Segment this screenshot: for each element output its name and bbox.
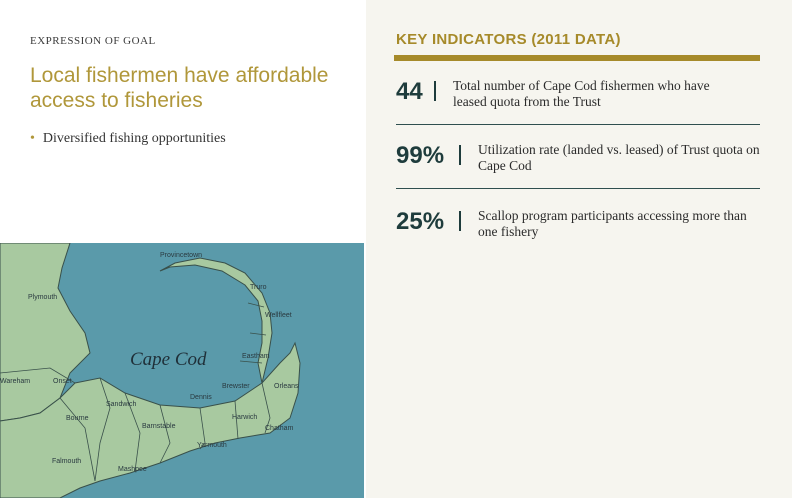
goal-bullet-text: Diversified fishing opportunities <box>42 131 226 146</box>
town-label: Yarmouth <box>197 442 227 449</box>
town-label: Plymouth <box>28 294 57 301</box>
town-label: Orleans <box>274 383 299 390</box>
town-label: Wellfleet <box>265 312 292 319</box>
indicator-divider <box>396 124 760 125</box>
town-label: Bourne <box>66 415 89 422</box>
indicator-row: 25% Scallop program participants accessi… <box>396 208 760 258</box>
indicator-text: Total number of Cape Cod fishermen who h… <box>453 78 710 109</box>
indicator-divider <box>396 188 760 189</box>
indicator-value: 25% <box>396 208 445 235</box>
town-label: Falmouth <box>52 458 81 465</box>
indicator-separator <box>459 145 461 165</box>
indicator-row: 44 Total number of Cape Cod fishermen wh… <box>396 78 760 128</box>
indicator-separator <box>459 211 461 231</box>
town-label: Eastham <box>242 353 270 360</box>
indicator-value: 44 <box>396 78 423 105</box>
indicator-row: 99% Utilization rate (landed vs. leased)… <box>396 142 760 192</box>
goal-bullet: • Diversified fishing opportunities <box>30 131 226 147</box>
map-region-label: Cape Cod <box>130 349 207 370</box>
town-label: Dennis <box>190 394 212 401</box>
indicator-separator <box>434 81 436 101</box>
indicator-value: 99% <box>396 142 445 169</box>
goal-eyebrow: EXPRESSION OF GOAL <box>30 35 156 47</box>
town-label: Wareham <box>0 378 30 385</box>
town-label: Chatham <box>265 425 294 432</box>
town-label: Harwich <box>232 414 257 421</box>
indicators-header-bar <box>394 55 760 61</box>
town-label: Barnstable <box>142 423 176 430</box>
town-label: Brewster <box>222 383 250 390</box>
panel-divider <box>364 0 366 498</box>
bullet-dot-icon: • <box>30 131 35 146</box>
cape-cod-map: Cape Cod Provincetown Truro Wellfleet Ea… <box>0 243 364 498</box>
town-label: Truro <box>250 284 267 291</box>
town-label: Sandwich <box>106 401 136 408</box>
cape-land <box>0 341 301 498</box>
town-labels: Provincetown Truro Wellfleet Eastham Orl… <box>0 252 299 473</box>
town-label: Mashpee <box>118 466 147 473</box>
indicators-header: KEY INDICATORS (2011 DATA) <box>396 31 621 48</box>
goal-title: Local fishermen have affordable access t… <box>30 64 329 112</box>
goal-card: EXPRESSION OF GOAL Local fishermen have … <box>0 0 364 243</box>
town-label: Onset <box>53 378 72 385</box>
indicator-text: Scallop program participants accessing m… <box>478 208 747 239</box>
outer-cape-land <box>159 257 273 384</box>
town-boundaries <box>0 302 271 482</box>
cape-cod-map-svg: Cape Cod Provincetown Truro Wellfleet Ea… <box>0 243 364 498</box>
town-label: Provincetown <box>160 252 202 259</box>
indicator-text: Utilization rate (landed vs. leased) of … <box>478 142 760 173</box>
